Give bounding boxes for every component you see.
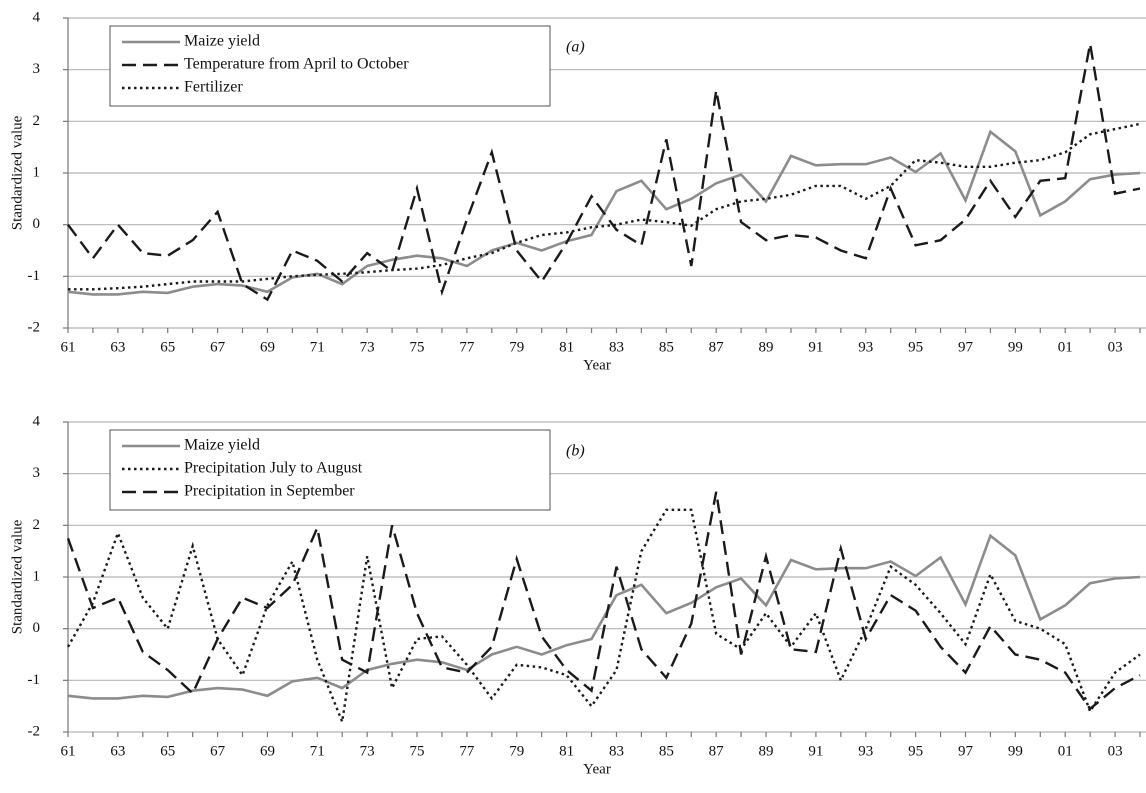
legend-label: Precipitation July to August — [184, 460, 363, 477]
x-tick-label: 01 — [1058, 339, 1073, 355]
series-line — [66, 508, 1141, 727]
x-tick-label: 89 — [759, 339, 774, 355]
legend-box — [109, 25, 551, 107]
x-tick-label: 65 — [160, 339, 175, 355]
x-tick-label: 79 — [509, 743, 524, 759]
x-tick-label: 69 — [260, 743, 275, 759]
x-tick-label: 91 — [808, 339, 823, 355]
legend-label: Precipitation in September — [184, 483, 355, 500]
x-tick-label: 99 — [1008, 339, 1023, 355]
panel-label: (a) — [566, 39, 585, 56]
x-tick-label: 93 — [858, 743, 873, 759]
x-tick-label: 75 — [410, 339, 425, 355]
x-tick-label: 85 — [659, 743, 674, 759]
series-line — [68, 122, 1141, 291]
y-tick-label: 1 — [33, 164, 41, 180]
legend-label: Maize yield — [184, 33, 260, 50]
x-tick-label: 61 — [61, 743, 76, 759]
x-tick-label: 87 — [709, 339, 725, 355]
x-tick-label: 03 — [1108, 743, 1123, 759]
x-tick-label: 77 — [459, 339, 475, 355]
x-tick-label: 95 — [908, 743, 923, 759]
y-tick-label: 3 — [33, 465, 41, 481]
x-tick-label: 71 — [310, 743, 325, 759]
x-tick-label: 75 — [410, 743, 425, 759]
legend-label: Fertilizer — [184, 79, 243, 96]
x-tick-label: 97 — [958, 339, 974, 355]
x-tick-label: 83 — [609, 743, 624, 759]
y-tick-label: 3 — [33, 61, 41, 77]
y-tick-label: 4 — [33, 413, 41, 429]
y-tick-label: -1 — [28, 268, 41, 284]
x-tick-label: 67 — [210, 743, 226, 759]
x-tick-label: 81 — [559, 339, 574, 355]
y-tick-label: 0 — [33, 216, 41, 232]
x-tick-label: 85 — [659, 339, 674, 355]
x-tick-label: 99 — [1008, 743, 1023, 759]
y-axis-label: Standardized value — [9, 115, 25, 230]
x-tick-label: 95 — [908, 339, 923, 355]
legend-label: Temperature from April to October — [184, 56, 409, 73]
x-axis-label: Year — [583, 357, 611, 373]
y-tick-label: -2 — [28, 319, 41, 335]
y-tick-label: 2 — [33, 517, 41, 533]
x-tick-label: 73 — [360, 339, 375, 355]
x-tick-label: 81 — [559, 743, 574, 759]
series-line — [66, 491, 1141, 711]
legend-label: Maize yield — [184, 437, 260, 454]
y-tick-label: 2 — [33, 113, 41, 129]
x-tick-label: 91 — [808, 743, 823, 759]
panel-label: (b) — [566, 443, 585, 460]
x-tick-label: 83 — [609, 339, 624, 355]
y-tick-label: -1 — [28, 672, 41, 688]
x-tick-label: 73 — [360, 743, 375, 759]
x-tick-label: 93 — [858, 339, 873, 355]
x-tick-label: 65 — [160, 743, 175, 759]
series-line — [67, 533, 1141, 700]
x-tick-label: 69 — [260, 339, 275, 355]
series-line — [67, 43, 1141, 302]
y-tick-label: 1 — [33, 568, 41, 584]
x-tick-label: 01 — [1058, 743, 1073, 759]
x-tick-label: 79 — [509, 339, 524, 355]
x-tick-label: 97 — [958, 743, 974, 759]
legend-box — [109, 429, 551, 511]
x-tick-label: 03 — [1108, 339, 1123, 355]
y-tick-label: -2 — [28, 723, 41, 739]
y-tick-label: 4 — [33, 9, 41, 25]
x-tick-label: 77 — [459, 743, 475, 759]
x-tick-label: 63 — [110, 339, 125, 355]
x-tick-label: 61 — [61, 339, 76, 355]
x-tick-label: 71 — [310, 339, 325, 355]
y-tick-label: 0 — [33, 620, 41, 636]
x-tick-label: 63 — [110, 743, 125, 759]
x-tick-label: 87 — [709, 743, 725, 759]
x-tick-label: 67 — [210, 339, 226, 355]
x-axis-label: Year — [583, 761, 611, 777]
x-tick-label: 89 — [759, 743, 774, 759]
y-axis-label: Standardized value — [9, 519, 25, 634]
